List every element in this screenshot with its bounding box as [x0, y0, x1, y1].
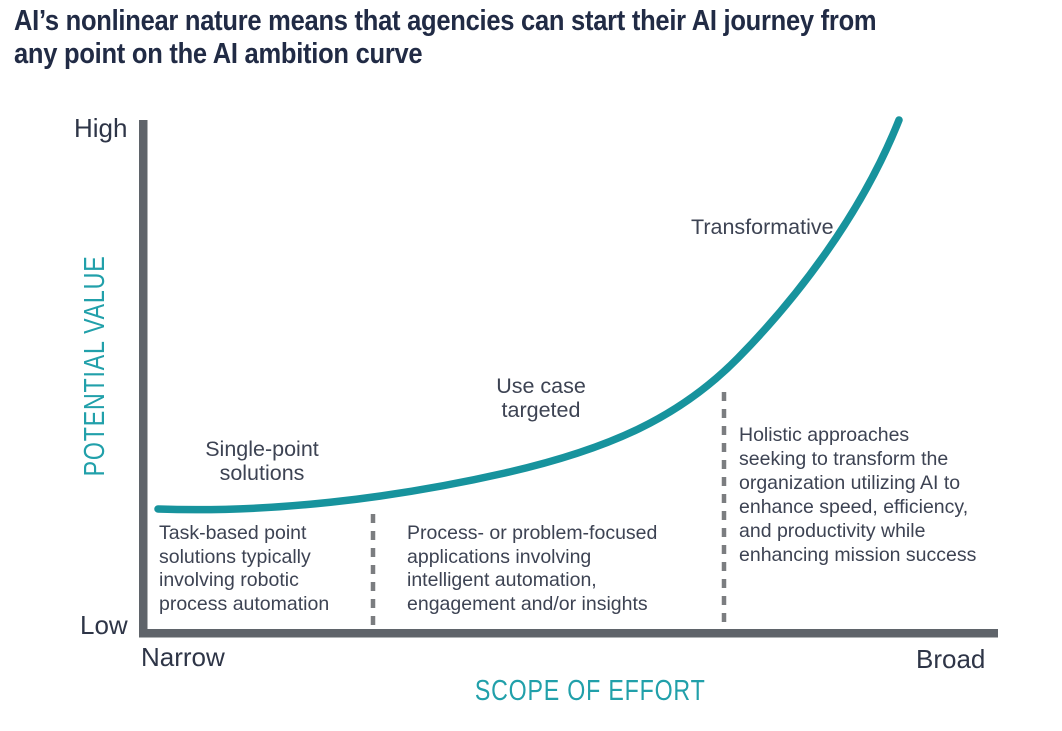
stage-label-transformative: Transformative — [691, 215, 834, 239]
y-axis-title-text: POTENTIAL VALUE — [79, 255, 111, 477]
y-axis-low-label: Low — [80, 610, 128, 640]
y-axis-line — [139, 120, 148, 638]
figure-title-text: AI’s nonlinear nature means that agencie… — [14, 5, 877, 70]
stage-description-use-case: Process- or problem-focused applications… — [407, 522, 658, 615]
figure-title: AI’s nonlinear nature means that agencie… — [14, 5, 1054, 71]
stage-description-transformative: Holistic approaches seeking to transform… — [739, 424, 977, 566]
x-axis-broad-label: Broad — [916, 644, 986, 674]
x-axis-title: SCOPE OF EFFORT — [440, 675, 740, 708]
stage-label-single-point: Single-point solutions — [205, 437, 319, 485]
x-axis-narrow-label: Narrow — [141, 642, 225, 672]
stage-description-single-point: Task-based point solutions typically inv… — [159, 522, 330, 615]
y-axis-title: POTENTIAL VALUE — [79, 221, 111, 511]
x-axis-title-text: SCOPE OF EFFORT — [474, 675, 706, 707]
y-axis-high-label: High — [74, 113, 128, 143]
stage-label-use-case: Use case targeted — [496, 374, 586, 422]
ai-ambition-curve — [154, 116, 903, 514]
x-axis-line — [139, 629, 998, 638]
